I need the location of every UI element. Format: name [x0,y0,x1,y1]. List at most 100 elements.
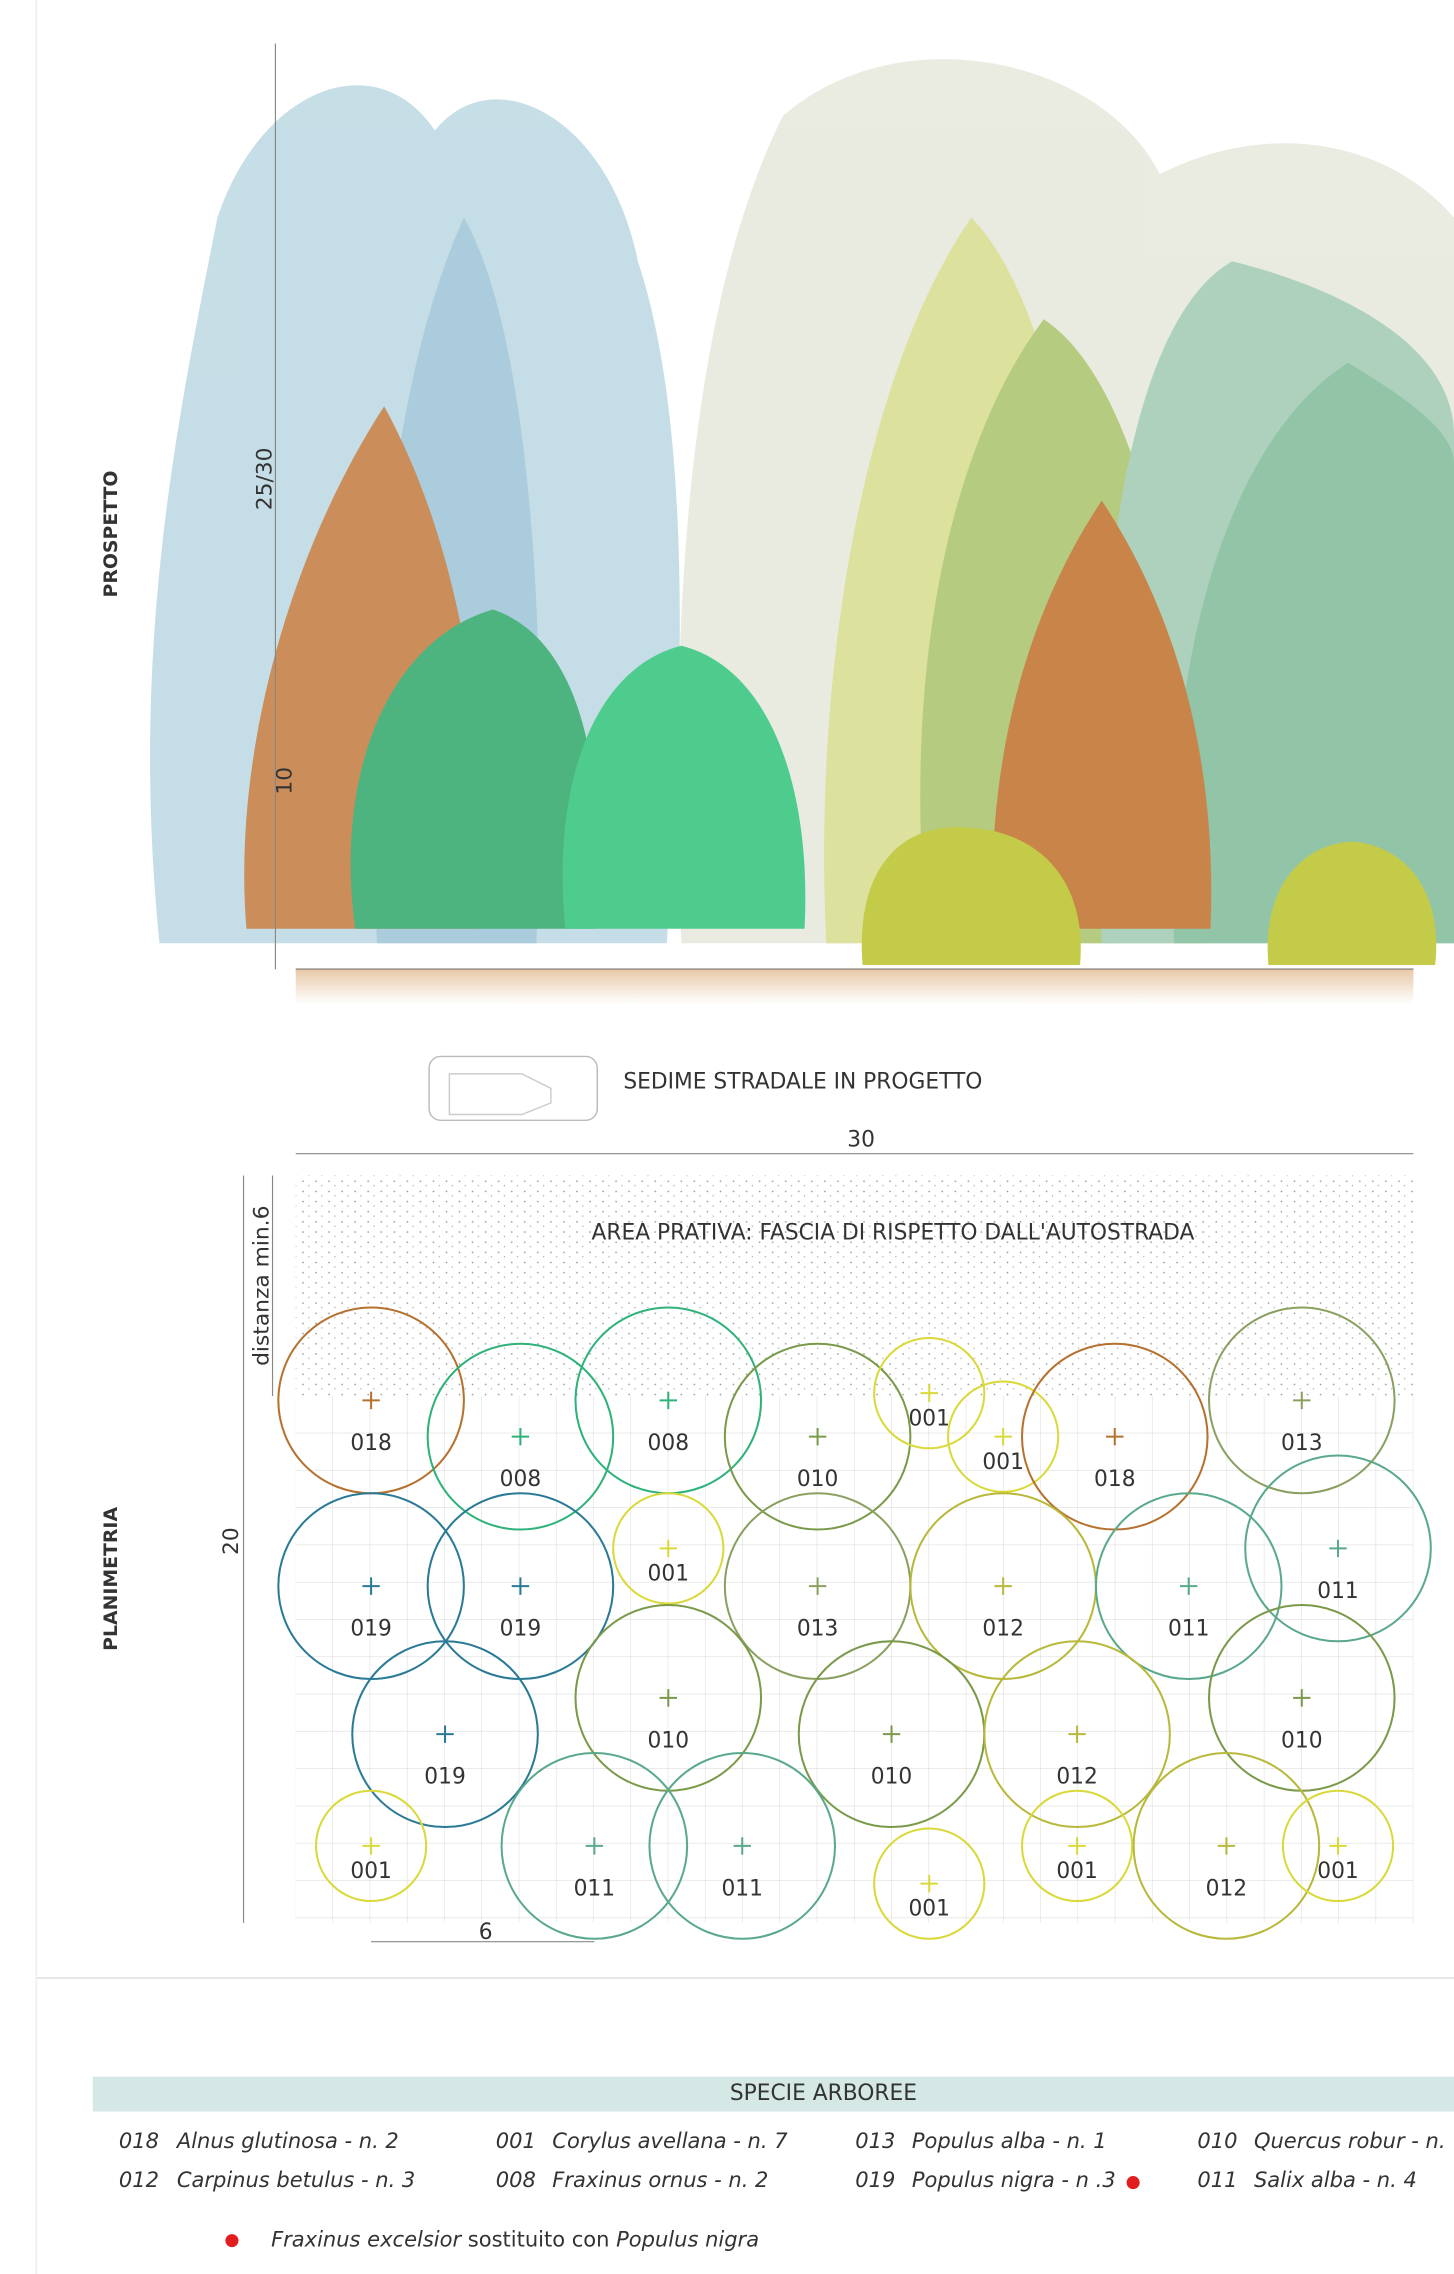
tree-center [1293,1391,1311,1410]
height-tall: 25/30 [252,448,277,511]
tree-center [1329,1837,1347,1855]
tree-crown [1020,1789,1134,1903]
tree-code: 001 [1056,1859,1097,1884]
replacement-dot [1126,2176,1140,2190]
tree-center [362,1391,380,1410]
tree-code: 001 [908,1897,949,1922]
tree-code: 019 [500,1617,541,1642]
tree-code: 011 [1168,1617,1209,1642]
tree-crown [983,1640,1171,1829]
buffer-label: distanza min.6 [249,1206,274,1366]
car-icon [428,1055,598,1122]
car-outline [448,1073,552,1116]
elevation-label: PROSPETTO [101,471,122,598]
tree-code: 001 [982,1450,1023,1475]
tree-code: 011 [574,1876,615,1901]
tree-crown [873,1336,986,1450]
tree-center [659,1391,677,1410]
tree-center [994,1427,1012,1446]
plan-label: PLANIMETRIA [101,1507,122,1651]
tree-center [808,1427,827,1446]
legend-code: 019 [855,2167,895,2192]
tree-code: 011 [1317,1579,1358,1604]
tree-crown [947,1380,1060,1493]
tree-code: 013 [1281,1431,1322,1456]
tree-code: 001 [350,1859,391,1884]
tree-code: 010 [797,1467,838,1492]
tree-crown [315,1789,428,1903]
legend-code: 018 [119,2128,159,2153]
note: Fraxinus excelsior sostituito con Populu… [271,2227,759,2252]
tree-code: 012 [1056,1765,1097,1790]
tree-code: 010 [648,1728,689,1753]
tree-center [1293,1689,1311,1707]
width-label: 30 [847,1128,875,1153]
tree-crown [426,1342,615,1531]
tree-code: 018 [1094,1467,1135,1492]
tree-code: 001 [648,1562,689,1587]
legend-name: Fraxinus ornus - n. 2 [552,2167,768,2192]
tree-crown [500,1752,689,1940]
road-label: SEDIME STRADALE IN PROGETTO [623,1070,982,1095]
tree-center [1068,1837,1086,1855]
tree-center [511,1577,530,1595]
legend-name: Salix alba - n. 4 [1254,2167,1417,2192]
legend-name: Carpinus betulus - n. 3 [177,2167,415,2192]
spacing-label: 6 [479,1920,493,1945]
elevation-trees [150,59,1454,966]
depth-label: 20 [219,1527,244,1555]
tree-crown [1094,1492,1283,1681]
tree-crown [351,1640,539,1829]
tree-center [659,1539,677,1558]
tree-center [436,1725,454,1743]
tree-crown [612,1492,725,1605]
note-replacement: Populus nigra [616,2227,759,2252]
note-dot [225,2234,239,2248]
tree-center [1068,1725,1086,1743]
tree-code: 001 [908,1406,949,1431]
tree-center [585,1837,604,1855]
legend-code: 008 [496,2167,536,2192]
tree-crown [723,1342,912,1531]
tree-crown [873,1827,986,1940]
legend-name: Populus nigra - n .3 [912,2167,1116,2192]
meadow-label: AREA PRATIVA: FASCIA DI RISPETTO DALL'AU… [592,1220,1195,1245]
tree-center [1217,1837,1236,1855]
tree-center [882,1725,901,1743]
tree-code: 001 [1317,1859,1358,1884]
tree-crown [1244,1454,1432,1643]
tree-code: 012 [1206,1876,1247,1901]
legend-code: 001 [496,2128,536,2153]
plan-grid [295,1396,1414,1923]
legend-title: SPECIE ARBOREE [730,2081,917,2106]
legend-name: Alnus glutinosa - n. 2 [175,2128,399,2153]
tree-code: 012 [982,1617,1023,1642]
legend-code: 013 [855,2128,895,2153]
tree-code: 008 [500,1467,541,1492]
tree-crown [1132,1752,1321,1940]
ground [295,969,1414,1005]
legend-name: Corylus avellana - n. 7 [552,2128,788,2153]
tree-code: 008 [648,1431,689,1456]
tree-crown [648,1752,837,1940]
tree-center [994,1577,1012,1595]
note-text: sostituito con [461,2227,616,2252]
tree-center [1329,1539,1347,1558]
tree-code: 013 [797,1617,838,1642]
tree-code: 010 [871,1765,912,1790]
legend-code: 012 [119,2167,159,2192]
tree-code: 019 [424,1765,465,1790]
tree-code: 010 [1281,1728,1322,1753]
tree-crown [1207,1306,1396,1495]
height-low: 10 [273,767,298,795]
meadow-area [295,1175,1414,1397]
legend-name: Populus alba - n. 1 [912,2128,1107,2153]
tree-center [659,1689,677,1707]
legend-code: 011 [1197,2167,1237,2192]
tree-center [362,1577,380,1595]
note-species: Fraxinus excelsior [271,2227,462,2252]
tree-center [733,1837,751,1855]
tree-code: 011 [721,1876,762,1901]
